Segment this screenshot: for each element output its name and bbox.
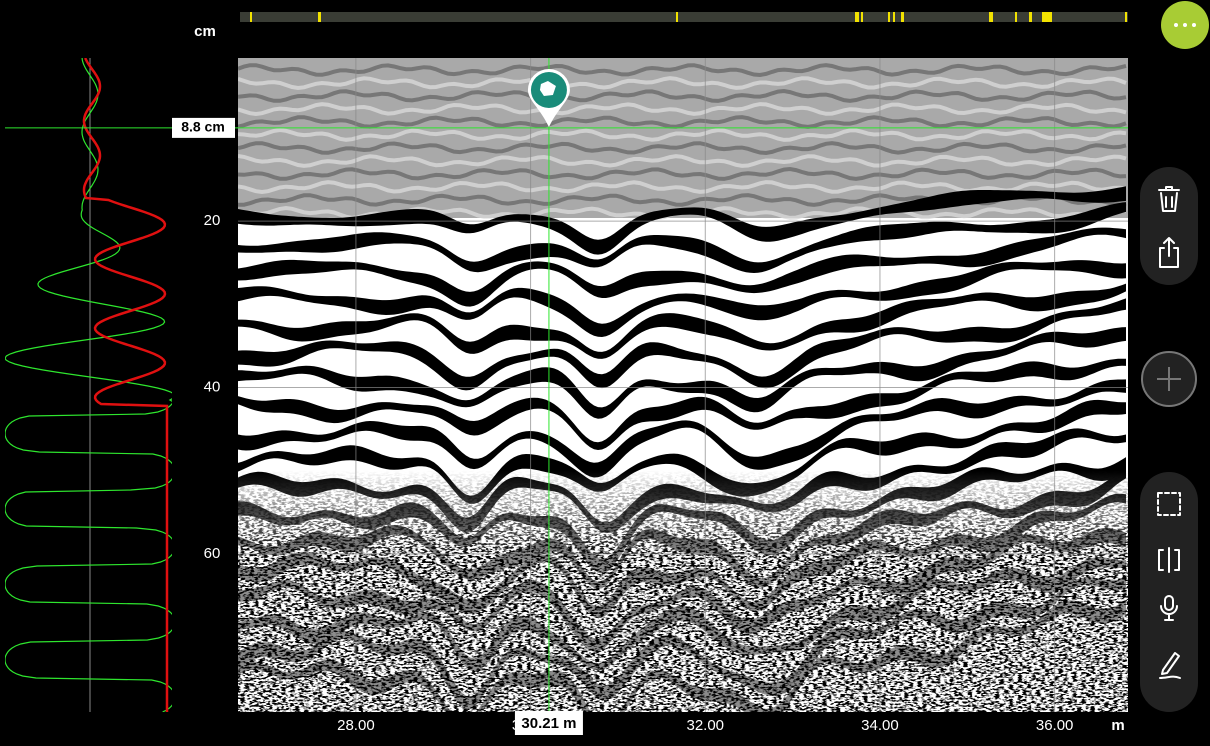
x-tick-label: 32.00 [686, 717, 724, 734]
radargram [238, 58, 1128, 734]
trace-plot [5, 58, 175, 712]
x-tick-label: 28.00 [337, 717, 375, 734]
y-tick-label: 60 [204, 545, 221, 562]
timeline-strip [240, 12, 1128, 22]
toolbar-panel [1140, 472, 1198, 712]
cursor-depth-label: 8.8 cm [181, 119, 225, 135]
depth-unit: cm [194, 23, 216, 40]
add-button[interactable] [1142, 352, 1196, 406]
y-tick-label: 40 [204, 378, 221, 395]
texture [238, 470, 1128, 712]
menu-button[interactable] [1161, 1, 1209, 49]
distance-unit: m [1111, 717, 1124, 734]
cursor-distance-label: 30.21 m [521, 715, 576, 732]
x-tick-label: 36.00 [1036, 717, 1074, 734]
x-tick-label: 34.00 [861, 717, 899, 734]
y-tick-label: 20 [204, 212, 221, 229]
app-screen: cm m 20406028.0030.0032.0034.0036.008.8 … [0, 0, 1210, 746]
